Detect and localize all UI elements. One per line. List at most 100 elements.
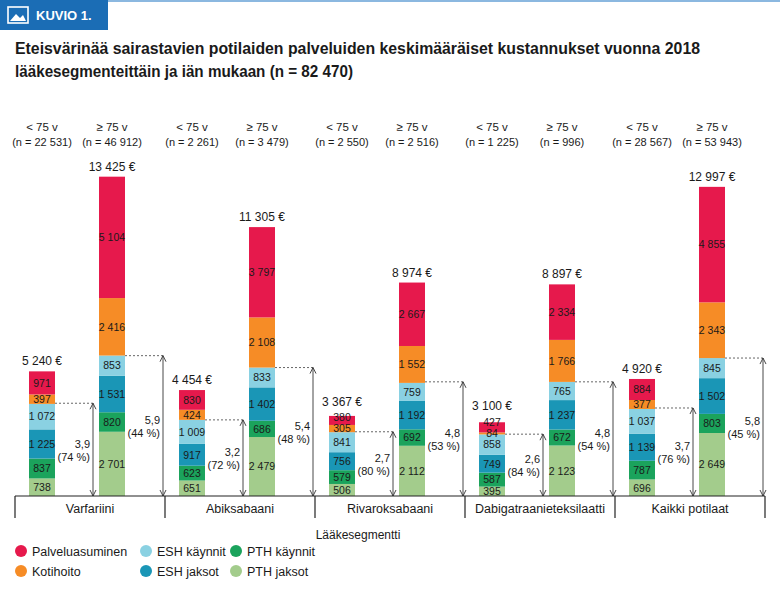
data-label: 2 701 <box>99 458 125 470</box>
total-label: 4 454 € <box>172 373 212 387</box>
bar-segment <box>699 414 725 433</box>
bar-segment <box>399 283 425 346</box>
bracket-label: 5,9 <box>145 414 160 426</box>
data-label: 1 502 <box>699 390 725 402</box>
bar-segment <box>249 387 275 420</box>
bar-segment <box>329 484 355 496</box>
bracket-arrow <box>760 358 766 364</box>
data-label: 2 667 <box>399 308 425 320</box>
data-label: 2 112 <box>399 465 425 477</box>
n-label: (n = 46 912) <box>82 136 142 148</box>
data-label: 305 <box>333 422 351 434</box>
bar-segment <box>99 376 125 412</box>
data-label: 1 402 <box>249 398 275 410</box>
bracket-arrow <box>760 490 766 496</box>
bar-segment <box>699 187 725 302</box>
data-label: 1 766 <box>549 355 575 367</box>
bracket-share: (76 %) <box>658 453 690 465</box>
title: lääkesegmenteittäin ja iän mukaan (n = 8… <box>15 62 353 81</box>
x-axis <box>15 495 765 496</box>
bar-segment <box>99 412 125 432</box>
category-label: ≥ 75 v <box>246 121 277 133</box>
group-divider <box>314 496 315 518</box>
bracket-arrow <box>240 420 246 426</box>
data-label: 749 <box>483 458 501 470</box>
bracket-arrow <box>160 356 166 362</box>
n-label: (n = 3 479) <box>235 136 289 148</box>
bars <box>29 177 725 496</box>
bracket-share: (48 %) <box>278 433 310 445</box>
bar-segment <box>699 358 725 378</box>
data-label: 427 <box>483 416 501 428</box>
legend-swatch <box>230 545 242 557</box>
data-label: 853 <box>103 359 121 371</box>
group-divider <box>14 496 15 518</box>
bar-segment <box>399 446 425 496</box>
n-label: (n = 28 567) <box>612 136 672 148</box>
n-label: (n = 2 516) <box>385 136 439 148</box>
bracket-label: 5,4 <box>295 420 310 432</box>
data-label: 1 531 <box>99 388 125 400</box>
legend-label: Kotihoito <box>32 565 81 579</box>
bracket-arrow <box>90 490 96 496</box>
data-label: 2 334 <box>549 306 575 318</box>
data-label: 917 <box>183 449 201 461</box>
legend-label: PTH jaksot <box>247 565 309 579</box>
data-label: 623 <box>183 467 201 479</box>
group-label: Rivaroksabaani <box>347 502 433 516</box>
bracket-arrow <box>390 490 396 496</box>
labels: 7388371 2251 0723979715 240 €3,9(74 %)< … <box>12 121 760 497</box>
data-label: 2 479 <box>249 460 275 472</box>
category-label: ≥ 75 v <box>546 121 577 133</box>
bar-segment <box>549 400 575 429</box>
bracket-line <box>93 403 94 496</box>
data-label: 506 <box>333 484 351 496</box>
legend-swatch <box>230 565 242 577</box>
bracket-arrow <box>460 382 466 388</box>
legend-swatch <box>15 565 27 577</box>
data-label: 738 <box>33 481 51 493</box>
bracket-dash <box>205 419 243 420</box>
bracket-arrow <box>690 408 696 414</box>
bracket-line <box>463 382 464 496</box>
bracket-line <box>393 432 394 496</box>
data-label: 803 <box>703 417 721 429</box>
bar-segment <box>699 378 725 414</box>
group-divider <box>464 496 465 518</box>
badge-icon <box>8 7 28 23</box>
data-label: 759 <box>403 386 421 398</box>
data-label: 2 108 <box>249 336 275 348</box>
data-label: 841 <box>333 436 351 448</box>
top-rule <box>0 0 780 2</box>
bracket-arrow <box>540 490 546 496</box>
bar-segment <box>629 479 655 496</box>
total-label: 8 897 € <box>542 267 582 281</box>
data-label: 380 <box>333 411 351 423</box>
data-label: 395 <box>483 485 501 497</box>
bar-segment <box>329 470 355 484</box>
data-label: 84 <box>486 427 498 439</box>
bracket-arrow <box>310 368 316 374</box>
bracket-label: 5,8 <box>745 415 760 427</box>
group-label: Abiksabaani <box>206 502 274 516</box>
data-label: 587 <box>483 473 501 485</box>
total-label: 3 367 € <box>322 395 362 409</box>
bracket-arrow <box>610 490 616 496</box>
data-label: 756 <box>333 455 351 467</box>
group-label: Kaikki potilaat <box>651 502 729 516</box>
bracket-dash <box>355 431 393 432</box>
bar-segment <box>629 409 655 434</box>
bracket-label: 2,6 <box>525 453 540 465</box>
bracket-share: (53 %) <box>428 440 460 452</box>
bracket-arrow <box>690 490 696 496</box>
bracket-label: 3,2 <box>225 446 240 458</box>
bracket-arrow <box>390 432 396 438</box>
category-label: < 75 v <box>176 121 208 133</box>
badge-icon <box>10 14 26 21</box>
bar-segment <box>549 446 575 496</box>
group-label: Dabigatraanieteksilaatti <box>475 502 605 516</box>
data-label: 2 649 <box>699 458 725 470</box>
group-divider <box>764 496 765 518</box>
badge-box <box>0 0 108 30</box>
category-label: < 75 v <box>26 121 58 133</box>
